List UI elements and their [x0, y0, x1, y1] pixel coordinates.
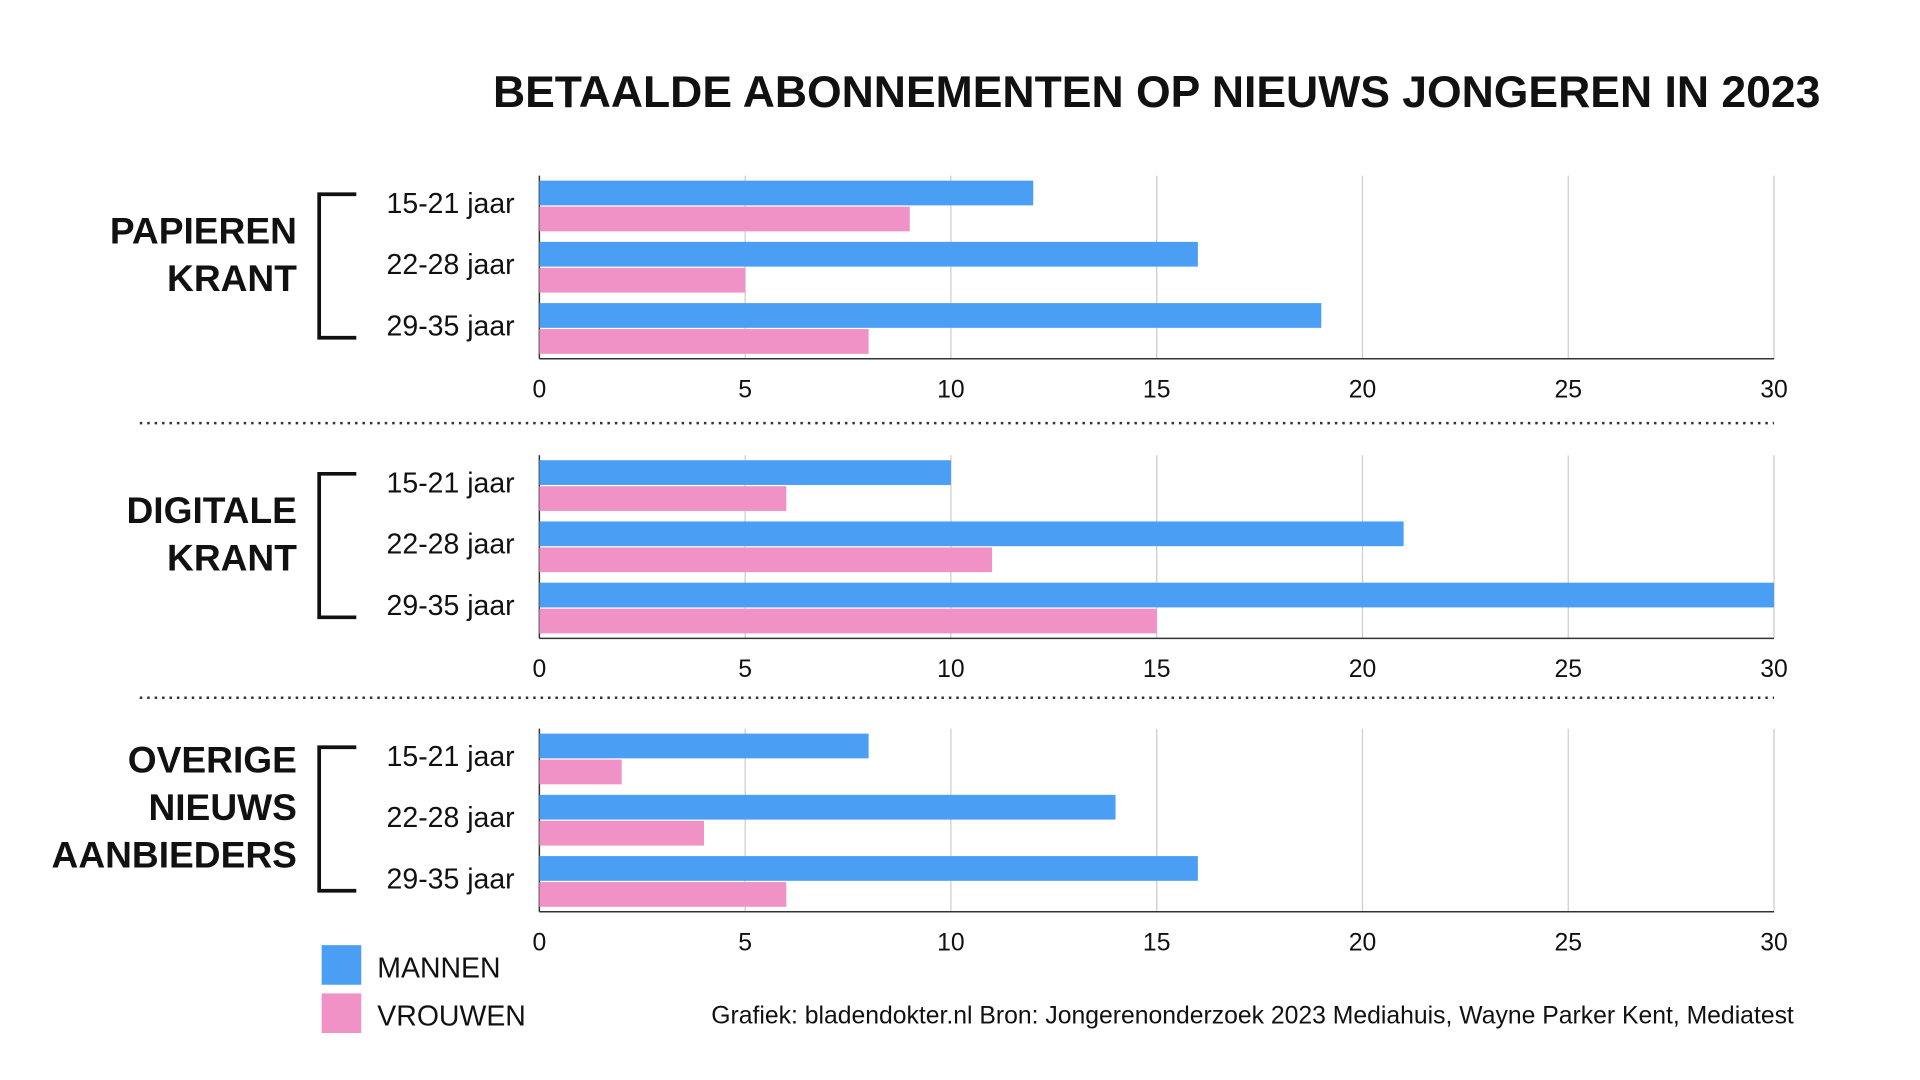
group-label: DIGITALE — [126, 489, 296, 531]
x-tick-label: 5 — [738, 929, 752, 956]
category-label: 22-28 jaar — [387, 802, 515, 834]
x-tick-label: 20 — [1349, 376, 1377, 403]
x-tick-label: 5 — [738, 656, 752, 683]
x-tick-label: 25 — [1554, 929, 1582, 956]
x-tick-label: 30 — [1760, 376, 1788, 403]
bar — [539, 759, 622, 785]
group-label: NIEUWS — [148, 786, 296, 828]
group-label: KRANT — [167, 257, 297, 299]
category-label: 22-28 jaar — [387, 249, 515, 281]
bar — [539, 329, 869, 354]
group-label: PAPIEREN — [110, 209, 297, 251]
x-tick-label: 0 — [532, 376, 546, 403]
group-label: AANBIEDERS — [52, 834, 297, 876]
x-tick-label: 30 — [1760, 929, 1788, 956]
category-label: 22-28 jaar — [387, 529, 515, 561]
x-tick-label: 10 — [937, 929, 965, 956]
group-label: KRANT — [167, 537, 297, 579]
category-label: 29-35 jaar — [387, 863, 515, 895]
category-label: 15-21 jaar — [387, 467, 515, 499]
bar — [539, 206, 910, 232]
category-label: 29-35 jaar — [387, 310, 515, 342]
legend-swatch — [321, 945, 362, 985]
category-label: 15-21 jaar — [387, 188, 515, 220]
bar — [539, 180, 1034, 206]
legend-label: VROUWEN — [377, 1001, 526, 1033]
bar — [539, 608, 1157, 634]
x-tick-label: 20 — [1349, 656, 1377, 683]
category-label: 15-21 jaar — [387, 741, 515, 773]
x-tick-label: 15 — [1143, 376, 1171, 403]
x-tick-label: 10 — [937, 656, 965, 683]
source-note: Grafiek: bladendokter.nl Bron: Jongereno… — [711, 1002, 1794, 1029]
bracket — [317, 192, 357, 340]
x-tick-label: 0 — [532, 656, 546, 683]
x-tick-label: 25 — [1554, 376, 1582, 403]
chart-title: BETAALDE ABONNEMENTEN OP NIEUWS JONGEREN… — [493, 68, 1820, 117]
bar — [539, 856, 1198, 881]
x-tick-label: 15 — [1143, 656, 1171, 683]
x-tick-label: 5 — [738, 376, 752, 403]
x-tick-label: 20 — [1349, 929, 1377, 956]
x-tick-label: 25 — [1554, 656, 1582, 683]
x-tick-label: 0 — [532, 929, 546, 956]
bar — [539, 303, 1322, 328]
x-tick-label: 30 — [1760, 656, 1788, 683]
bar — [539, 733, 869, 759]
x-tick-label: 10 — [937, 376, 965, 403]
bracket — [317, 471, 357, 620]
category-label: 29-35 jaar — [387, 590, 515, 622]
legend-swatch — [321, 993, 362, 1033]
bar — [539, 521, 1404, 547]
bar — [539, 882, 787, 907]
bar — [539, 241, 1198, 267]
group-label: OVERIGE — [128, 738, 297, 780]
bar — [539, 547, 993, 573]
bar — [539, 582, 1775, 608]
bar — [539, 460, 951, 485]
bracket — [317, 745, 357, 893]
bar — [539, 267, 746, 293]
x-tick-label: 15 — [1143, 929, 1171, 956]
bar — [539, 820, 704, 846]
bar — [539, 794, 1116, 820]
bar — [539, 486, 787, 511]
legend-label: MANNEN — [377, 952, 500, 984]
